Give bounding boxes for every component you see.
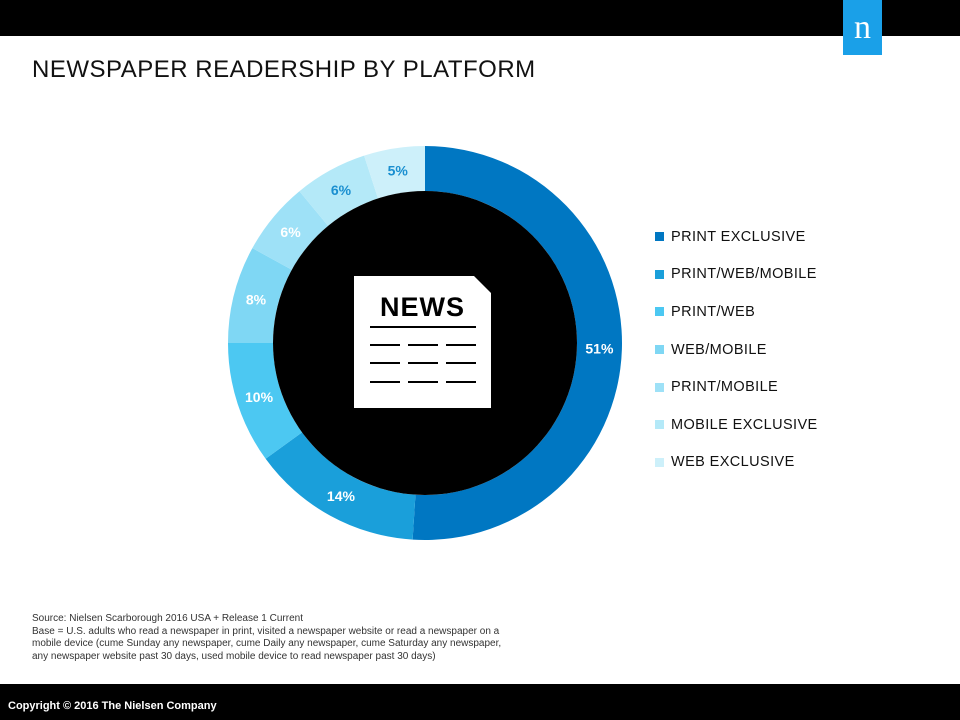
donut-slice-web-mobile [228, 248, 292, 343]
text-line [370, 362, 400, 364]
legend-swatch [655, 420, 664, 430]
legend-swatch [655, 457, 664, 467]
text-line [408, 344, 438, 346]
footnote-line: Base = U.S. adults who read a newspaper … [32, 625, 500, 637]
footnote-line: mobile device (cume Sunday any newspaper… [32, 638, 502, 649]
text-line [408, 381, 438, 383]
legend-label: PRINT/MOBILE [671, 379, 779, 396]
text-line [370, 344, 400, 346]
text-line [370, 381, 400, 383]
legend-swatch [655, 382, 664, 392]
legend-swatch [655, 307, 664, 317]
text-line [408, 362, 438, 364]
copyright-text: Copyright © 2016 The Nielsen Company [8, 700, 217, 712]
source-footnote: Source: Nielsen Scarborough 2016 USA + R… [32, 613, 592, 663]
legend-label: WEB/MOBILE [671, 341, 767, 358]
legend-label: WEB EXCLUSIVE [671, 454, 795, 471]
top-bar [0, 0, 960, 36]
legend-item: PRINT/MOBILE [655, 368, 818, 406]
page-fold-corner [474, 276, 491, 293]
slice-value-label: 10% [245, 389, 274, 405]
headline-rule [370, 326, 476, 328]
donut-slice-print-web [228, 343, 303, 459]
footnote-line: Source: Nielsen Scarborough 2016 USA + R… [32, 613, 303, 624]
slice-value-label: 8% [246, 292, 267, 308]
donut-slice-print-exclusive [412, 146, 623, 540]
chart-title: NEWSPAPER READERSHIP BY PLATFORM [32, 56, 536, 83]
slice-value-label: 5% [388, 163, 409, 179]
legend-item: PRINT/WEB [655, 293, 818, 331]
newspaper-headline: NEWS [380, 292, 465, 322]
legend-swatch [655, 232, 664, 242]
slice-value-label: 51% [585, 340, 614, 356]
donut-slice-mobile-exclusive [299, 155, 379, 226]
legend-item: WEB EXCLUSIVE [655, 444, 818, 482]
legend-label: PRINT EXCLUSIVE [671, 228, 806, 245]
newspaper-icon: NEWS [354, 276, 491, 408]
legend-swatch [655, 345, 664, 355]
legend-item: PRINT EXCLUSIVE [655, 218, 818, 256]
text-line [446, 362, 476, 364]
chart-legend: PRINT EXCLUSIVE PRINT/WEB/MOBILE PRINT/WEB… [655, 218, 818, 481]
legend-label: MOBILE EXCLUSIVE [671, 416, 818, 433]
legend-label: PRINT/WEB/MOBILE [671, 266, 817, 283]
legend-item: PRINT/WEB/MOBILE [655, 256, 818, 294]
donut-slice-print-mobile [252, 191, 329, 270]
legend-swatch [655, 269, 664, 279]
slice-value-label: 14% [327, 488, 356, 504]
donut-slice-web-exclusive [364, 146, 425, 199]
legend-label: PRINT/WEB [671, 303, 756, 320]
text-line [446, 344, 476, 346]
legend-item: WEB/MOBILE [655, 331, 818, 369]
donut-slice-print-web-mobile [265, 432, 416, 540]
text-line [446, 381, 476, 383]
logo-glyph: n [854, 9, 871, 46]
legend-item: MOBILE EXCLUSIVE [655, 406, 818, 444]
slice-value-label: 6% [331, 182, 352, 198]
nielsen-logo: n [843, 0, 882, 55]
footnote-line: any newspaper website past 30 days, used… [32, 650, 436, 662]
slice-value-label: 6% [280, 224, 301, 240]
bottom-bar: Copyright © 2016 The Nielsen Company [0, 684, 960, 720]
